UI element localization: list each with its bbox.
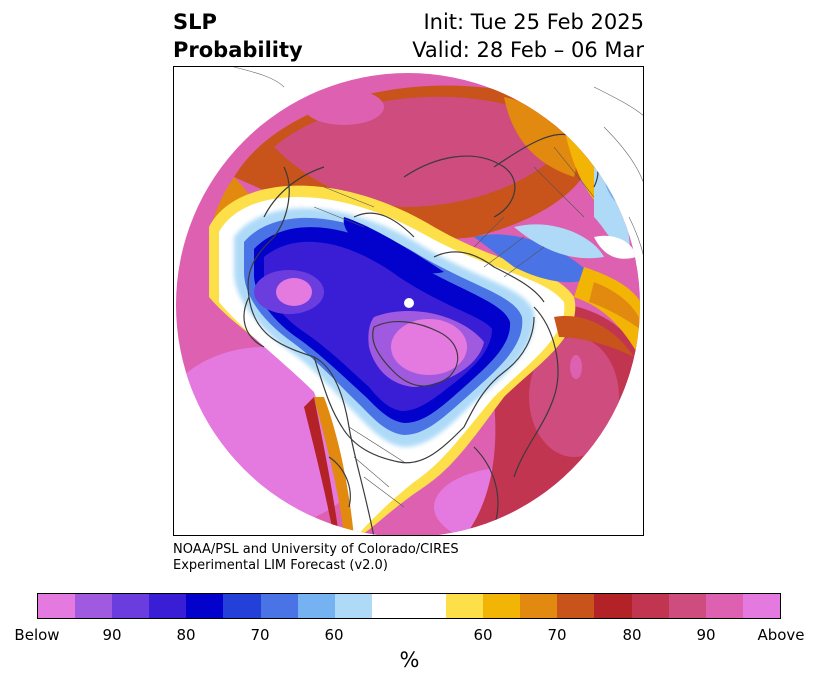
colorbar-segment <box>594 594 632 618</box>
colorbar <box>37 593 781 619</box>
colorbar-segment <box>631 594 669 618</box>
colorbar-segment <box>223 594 261 618</box>
colorbar-segment <box>557 594 595 618</box>
colorbar-segment <box>112 594 150 618</box>
colorbar-segment <box>742 594 780 618</box>
colorbar-tick-label: 60 <box>473 626 493 644</box>
polar-map <box>173 66 644 536</box>
colorbar-segment <box>186 594 224 618</box>
coastlines <box>243 133 599 535</box>
title-line-2: Probability <box>173 38 303 62</box>
probability-map-graphic <box>176 67 643 535</box>
colorbar-segment <box>334 594 372 618</box>
colorbar-segment <box>38 594 76 618</box>
exterior-coastlines <box>233 67 643 256</box>
credit-line-2: Experimental LIM Forecast (v2.0) <box>173 558 388 573</box>
colorbar-tick-label: 90 <box>102 626 122 644</box>
colorbar-segment <box>446 594 484 618</box>
colorbar-segment <box>149 594 187 618</box>
colorbar-segment <box>297 594 335 618</box>
colorbar-tick-label: 90 <box>696 626 716 644</box>
colorbar-segment <box>408 594 447 618</box>
map-title: SLP Probability <box>173 8 303 64</box>
forecast-dates: Init: Tue 25 Feb 2025 Valid: 28 Feb – 06… <box>412 8 644 64</box>
colorbar-segment <box>483 594 521 618</box>
probability-field <box>176 73 640 535</box>
colorbar-tick-label: 60 <box>324 626 344 644</box>
colorbar-units-label: % <box>399 648 420 672</box>
colorbar-segment <box>260 594 298 618</box>
colorbar-segment <box>705 594 743 618</box>
colorbar-segment <box>75 594 113 618</box>
credit-text: NOAA/PSL and University of Colorado/CIRE… <box>173 542 459 574</box>
colorbar-tick-label: 70 <box>547 626 567 644</box>
colorbar-tick-label: Below <box>14 626 60 644</box>
credit-line-1: NOAA/PSL and University of Colorado/CIRE… <box>173 542 459 557</box>
colorbar-tick-label: 80 <box>622 626 642 644</box>
colorbar-ticks: Below 90 80 70 60 60 70 80 90 Above <box>0 626 819 646</box>
colorbar-segment <box>520 594 558 618</box>
colorbar-segment <box>371 594 409 618</box>
colorbar-segment <box>668 594 706 618</box>
init-date: Init: Tue 25 Feb 2025 <box>423 10 644 34</box>
colorbar-tick-label: Above <box>757 626 805 644</box>
title-line-1: SLP <box>173 10 217 34</box>
colorbar-tick-label: 80 <box>176 626 196 644</box>
valid-date: Valid: 28 Feb – 06 Mar <box>412 38 644 62</box>
colorbar-tick-label: 70 <box>250 626 270 644</box>
